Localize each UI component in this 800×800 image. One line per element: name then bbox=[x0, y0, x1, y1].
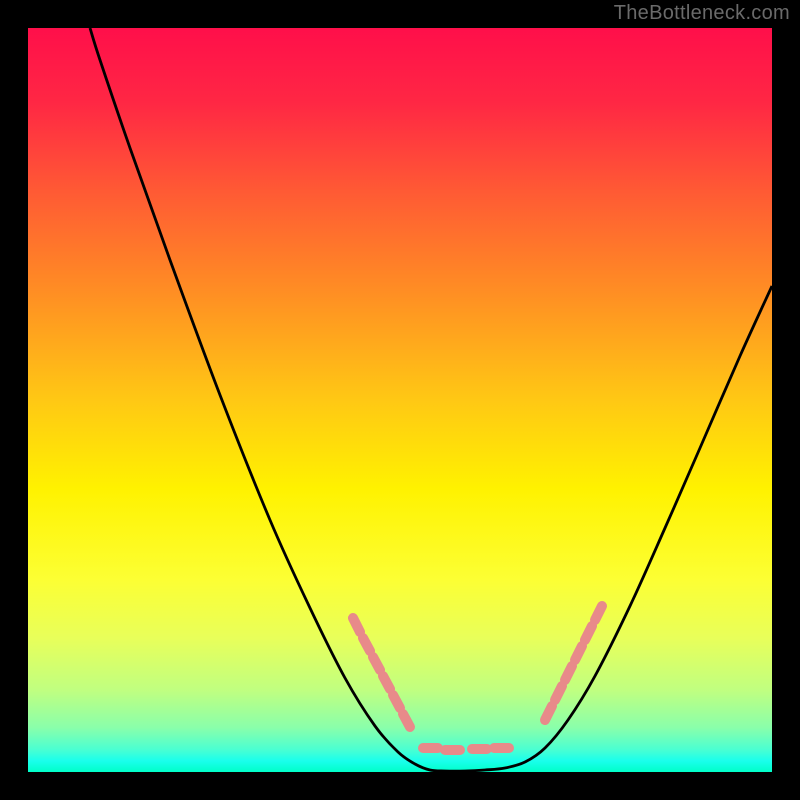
highlight-dash bbox=[585, 626, 592, 640]
highlight-dash bbox=[565, 666, 572, 680]
highlight-dash bbox=[353, 618, 360, 632]
highlight-dash bbox=[555, 686, 562, 700]
highlight-dash bbox=[595, 606, 602, 620]
watermark-text: TheBottleneck.com bbox=[614, 2, 790, 25]
bottleneck-curve-chart bbox=[0, 0, 800, 800]
highlight-dash bbox=[545, 706, 552, 720]
plot-area-gradient bbox=[28, 28, 772, 772]
highlight-dash bbox=[403, 714, 410, 727]
highlight-dash bbox=[575, 646, 582, 660]
chart-container: TheBottleneck.com bbox=[0, 0, 800, 800]
highlight-dash bbox=[373, 657, 380, 670]
highlight-dash bbox=[393, 695, 400, 708]
highlight-dash bbox=[363, 638, 370, 651]
highlight-dash bbox=[383, 676, 390, 689]
